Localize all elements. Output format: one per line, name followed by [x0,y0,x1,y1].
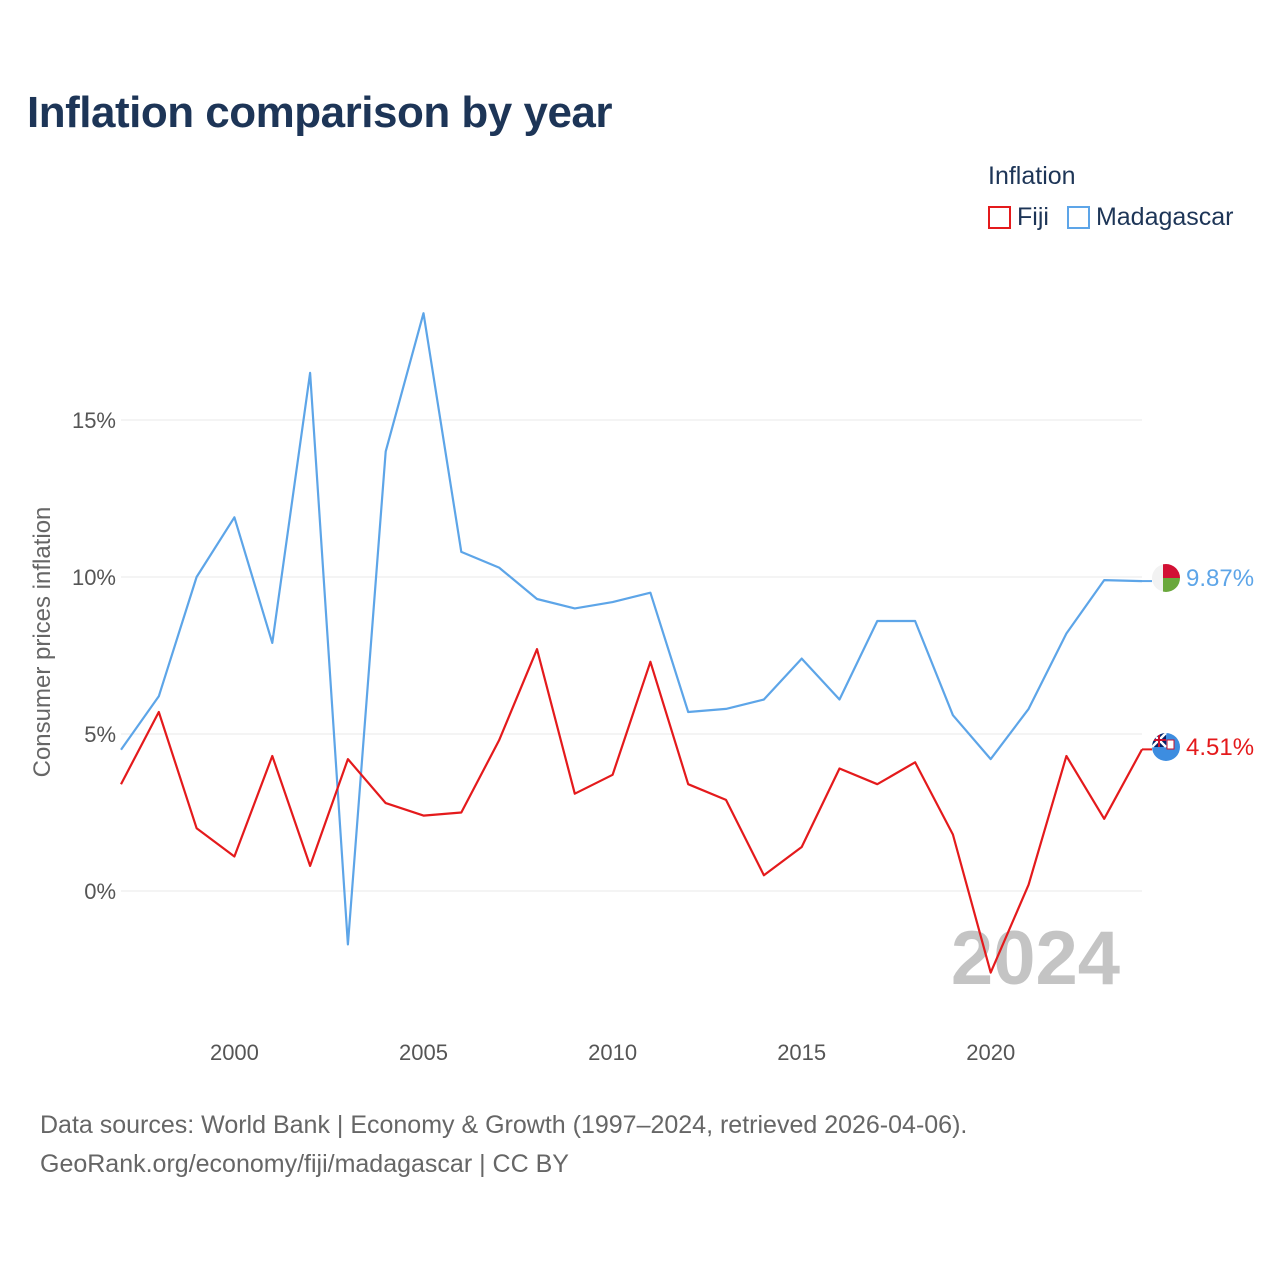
legend-item-madagascar[interactable]: Madagascar [1066,203,1234,232]
x-tick-label: 2020 [966,1040,1015,1065]
x-tick-label: 2015 [777,1040,826,1065]
legend-swatch-madagascar [1066,206,1090,229]
legend-label-fiji: Fiji [1017,203,1049,231]
chart-title: Inflation comparison by year [27,88,613,137]
y-tick-label: 0% [84,879,116,904]
legend-label-madagascar: Madagascar [1095,203,1234,231]
x-tick-label: 2010 [588,1040,637,1065]
end-label-fiji: 4.51% [1186,734,1254,761]
legend-item-fiji[interactable]: Fiji [988,203,1049,232]
year-watermark: 2024 [951,916,1120,1001]
y-tick-label: 15% [72,408,116,433]
series-lines [120,312,1152,974]
footer: Data sources: World Bank | Economy & Gro… [40,1106,967,1184]
gridlines [121,419,1142,892]
end-label-madagascar: 9.87% [1186,565,1254,592]
fiji-flag-icon [1152,733,1180,761]
x-axis-ticks: 2000 2005 2010 2015 2020 [210,1040,1015,1065]
madagascar-flag-icon [1152,564,1180,592]
legend-title: Inflation [988,162,1076,190]
footer-sources: Data sources: World Bank | Economy & Gro… [40,1111,968,1139]
legend-swatch-fiji [988,206,1011,229]
legend: Inflation Fiji Madagascar [988,162,1234,232]
y-axis-label: Consumer prices inflation [29,507,56,778]
x-tick-label: 2000 [210,1040,259,1065]
footer-link: GeoRank.org/economy/fiji/madagascar | CC… [40,1150,569,1178]
y-tick-label: 10% [72,565,116,590]
x-tick-label: 2005 [399,1040,448,1065]
series-line-fiji [120,648,1143,974]
series-line-madagascar [120,312,1143,946]
y-tick-label: 5% [84,722,116,747]
y-axis-ticks: 0% 5% 10% 15% [72,408,116,904]
